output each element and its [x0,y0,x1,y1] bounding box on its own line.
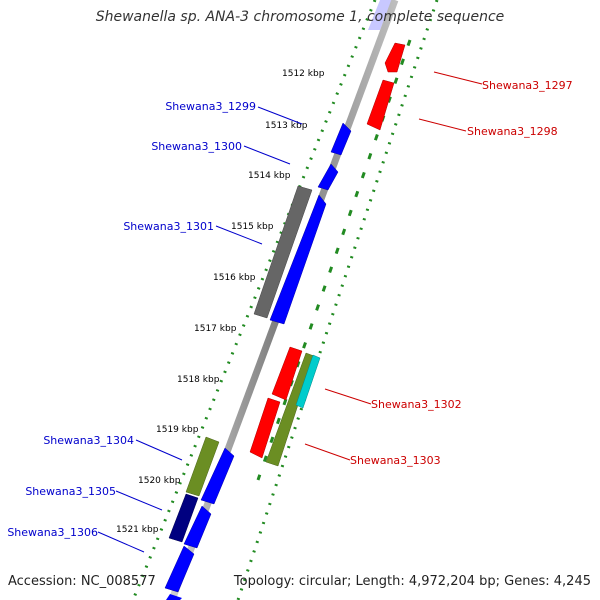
gene-label-shewana3-1304[interactable]: Shewana3_1304 [43,434,134,447]
gene-label-shewana3-1302[interactable]: Shewana3_1302 [371,398,462,411]
gene-arrow-shewana3-1305[interactable] [183,505,212,549]
gene-label-shewana3-1299[interactable]: Shewana3_1299 [165,100,256,113]
accession-text: Accession: NC_008577 [8,574,156,589]
topology-text: Topology: circular; Length: 4,972,204 bp… [233,574,591,589]
tick-label: 1514 kbp [248,171,291,181]
tick-label: 1518 kbp [177,375,220,385]
navy-feature-1305 [168,493,199,543]
tick-label: 1520 kbp [138,476,181,486]
gene-arrow-shewana3-1298[interactable] [366,79,395,131]
tick-label: 1516 kbp [213,273,256,283]
gene-arrow-shewana3-1303[interactable] [249,397,281,459]
tick-labels: 1512 kbp 1513 kbp 1514 kbp 1515 kbp 1516… [116,69,325,535]
map-title: Shewanella sp. ANA-3 chromosome 1, compl… [95,9,505,25]
gene-arrow-partial [166,594,182,600]
ruler-line-left [131,0,377,600]
gene-arrow-shewana3-1300[interactable] [317,163,339,191]
gene-label-shewana3-1301[interactable]: Shewana3_1301 [123,220,214,233]
olive-feature-1304 [185,436,220,497]
tick-label: 1515 kbp [231,222,274,232]
gene-arrow-shewana3-1302[interactable] [271,346,303,401]
gene-label-shewana3-1298[interactable]: Shewana3_1298 [467,125,558,138]
gene-label-shewana3-1305[interactable]: Shewana3_1305 [25,485,116,498]
gene-label-shewana3-1306[interactable]: Shewana3_1306 [7,526,98,539]
gene-arrow-shewana3-1297[interactable] [384,42,406,73]
gene-arrow-shewana3-1304[interactable] [200,447,235,505]
grey-feature [253,185,313,319]
cyan-feature [295,354,321,409]
tick-label: 1517 kbp [194,324,237,334]
gene-arrow-shewana3-1301[interactable] [269,194,327,325]
tick-label: 1513 kbp [265,121,308,131]
gene-arrow-shewana3-1299[interactable] [330,122,352,156]
tick-label: 1512 kbp [282,69,325,79]
gene-label-shewana3-1300[interactable]: Shewana3_1300 [151,140,242,153]
tick-label: 1519 kbp [156,425,199,435]
olive-feature [265,352,315,467]
gene-arrow-shewana3-1306[interactable] [164,545,195,593]
tick-label: 1521 kbp [116,525,159,535]
leader-lines [97,71,483,553]
faded-feature [368,0,392,30]
gene-label-shewana3-1303[interactable]: Shewana3_1303 [350,454,441,467]
gene-label-shewana3-1297[interactable]: Shewana3_1297 [482,79,573,92]
